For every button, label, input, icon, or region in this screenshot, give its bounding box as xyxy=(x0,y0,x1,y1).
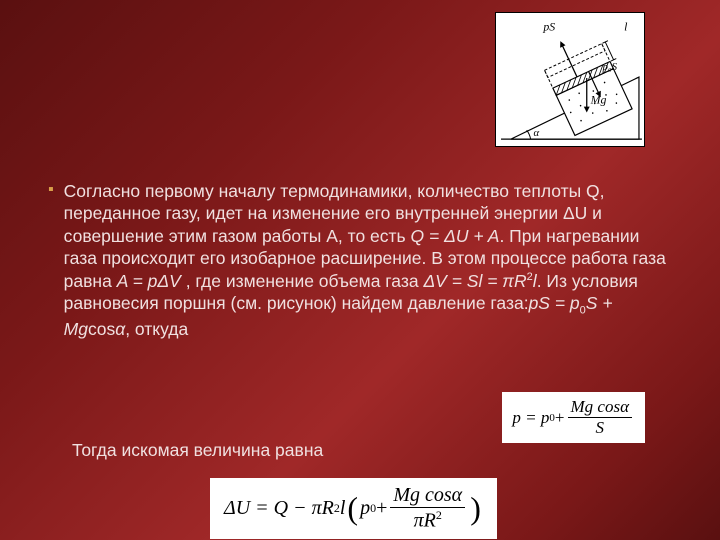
pS-label: pS xyxy=(542,20,555,34)
then-text: Тогда искомая величина равна xyxy=(72,440,323,461)
f2-den: πR2 xyxy=(411,508,445,533)
f2-p0: p xyxy=(360,497,370,520)
formula-pressure: p = p0 + Mg cosα S xyxy=(502,392,645,443)
f2-l: l xyxy=(340,497,346,520)
eq-3a: ΔV = Sl = πR xyxy=(423,271,526,291)
formula-deltaU: ΔU = Q − πR2l ( p0 + Mg cosα πR2 ) xyxy=(210,478,497,539)
eq-4c: cos xyxy=(88,319,115,339)
text-3: , где изменение объема газа xyxy=(181,271,424,291)
f2-lhs: ΔU = Q − πR xyxy=(224,497,334,520)
paragraph-text: Согласно первому началу термодинамики, к… xyxy=(64,180,672,340)
physics-diagram: α xyxy=(495,12,645,147)
text-5: , откуда xyxy=(125,319,188,339)
main-content: ▪ Согласно первому началу термодинамики,… xyxy=(48,180,672,340)
f2-plus: + xyxy=(376,497,387,520)
eq-4a: pS = p xyxy=(529,293,580,313)
f1-num: Mg cosα xyxy=(568,397,633,418)
p0S-label: p₀S xyxy=(602,61,618,73)
eq-1: Q = ΔU + A xyxy=(411,226,500,246)
eq-2: A = pΔV xyxy=(117,271,181,291)
f2-open: ( xyxy=(347,490,358,527)
f1-plus: + xyxy=(555,408,565,428)
l-label: l xyxy=(624,20,628,34)
f1-lhs: p = p xyxy=(512,408,549,428)
eq-4d: α xyxy=(115,319,125,339)
alpha-label: α xyxy=(534,127,540,139)
f1-den: S xyxy=(593,418,608,438)
Mg-label: Mg xyxy=(590,93,607,107)
f2-num: Mg cosα xyxy=(390,484,465,508)
f2-close: ) xyxy=(470,490,481,527)
bullet-icon: ▪ xyxy=(48,181,54,199)
